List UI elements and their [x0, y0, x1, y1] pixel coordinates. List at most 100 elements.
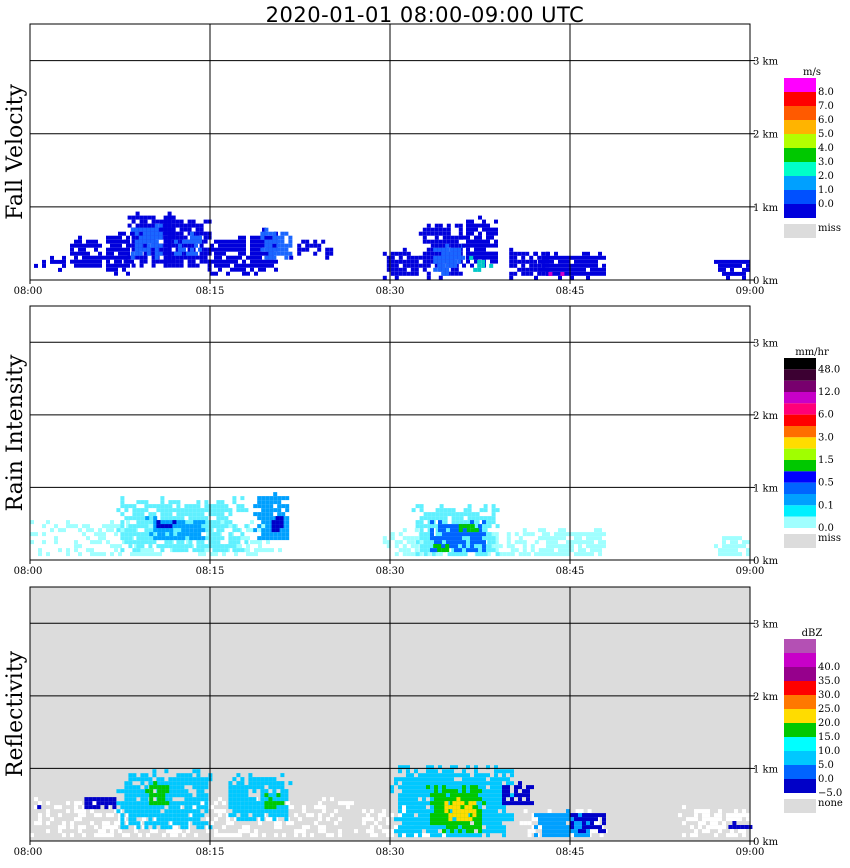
- data-cell: [136, 789, 141, 794]
- data-cell: [232, 793, 237, 798]
- data-cell: [490, 544, 495, 549]
- data-cell: [587, 809, 592, 814]
- data-cell: [146, 833, 150, 838]
- data-cell: [118, 817, 122, 822]
- data-cell: [542, 259, 546, 264]
- data-cell: [454, 239, 459, 244]
- data-cell: [262, 227, 266, 232]
- data-cell: [254, 829, 258, 834]
- data-cell: [176, 809, 181, 814]
- data-cell: [118, 247, 122, 252]
- data-cell: [96, 801, 101, 806]
- data-cell: [318, 801, 322, 806]
- data-cell: [481, 259, 486, 264]
- data-cell: [398, 255, 403, 260]
- data-cell: [426, 247, 431, 252]
- data-cell: [406, 829, 410, 834]
- data-cell: [98, 263, 102, 268]
- data-cell: [204, 809, 209, 814]
- data-cell: [438, 275, 443, 280]
- data-cell: [453, 251, 458, 256]
- data-cell: [254, 548, 258, 553]
- data-cell: [102, 524, 106, 529]
- data-cell: [418, 785, 422, 790]
- data-cell: [586, 540, 590, 545]
- data-cell: [122, 231, 126, 236]
- data-cell: [257, 512, 262, 517]
- x-tick-label: 09:00: [736, 566, 765, 577]
- data-cell: [470, 813, 474, 818]
- data-cell: [602, 813, 606, 818]
- data-cell: [448, 805, 453, 810]
- data-cell: [434, 809, 438, 814]
- data-cell: [206, 829, 210, 834]
- data-cell: [128, 773, 133, 778]
- data-cell: [252, 781, 257, 786]
- data-cell: [474, 789, 478, 794]
- data-cell: [187, 243, 192, 248]
- data-cell: [454, 793, 458, 798]
- data-cell: [269, 520, 274, 525]
- data-cell: [458, 829, 462, 834]
- data-cell: [197, 520, 202, 525]
- data-cell: [694, 813, 698, 818]
- data-cell: [279, 520, 284, 525]
- data-cell: [478, 223, 482, 228]
- data-cell: [474, 785, 478, 790]
- data-cell: [212, 508, 217, 513]
- data-cell: [418, 793, 422, 798]
- data-cell: [550, 255, 554, 260]
- data-cell: [514, 789, 518, 794]
- data-cell: [454, 267, 459, 272]
- data-cell: [196, 821, 201, 826]
- data-cell: [142, 235, 147, 240]
- data-cell: [422, 813, 426, 818]
- data-cell: [438, 528, 442, 533]
- data-cell: [78, 239, 82, 244]
- data-cell: [490, 259, 494, 264]
- data-cell: [126, 520, 130, 525]
- data-cell: [204, 801, 209, 806]
- data-cell: [462, 243, 466, 248]
- data-cell: [92, 805, 97, 810]
- data-cell: [456, 817, 461, 822]
- data-cell: [602, 267, 606, 272]
- data-cell: [124, 532, 129, 537]
- data-cell: [529, 255, 534, 260]
- data-cell: [94, 552, 98, 557]
- data-cell: [502, 777, 506, 782]
- data-cell: [506, 813, 510, 818]
- data-cell: [474, 239, 478, 244]
- data-cell: [398, 532, 403, 537]
- data-cell: [124, 508, 129, 513]
- data-cell: [139, 223, 144, 228]
- data-cell: [280, 243, 285, 248]
- data-cell: [258, 235, 262, 240]
- data-cell: [506, 817, 510, 822]
- data-cell: [468, 817, 473, 822]
- data-cell: [558, 259, 562, 264]
- data-cell: [86, 259, 90, 264]
- data-cell: [253, 512, 258, 517]
- data-cell: [196, 825, 201, 830]
- data-cell: [438, 231, 443, 236]
- data-cell: [433, 255, 438, 260]
- data-cell: [272, 781, 277, 786]
- data-cell: [86, 255, 90, 260]
- data-cell: [200, 544, 205, 549]
- colorbar-swatch: [784, 380, 816, 392]
- data-cell: [454, 540, 458, 545]
- data-cell: [450, 781, 454, 786]
- data-cell: [194, 251, 198, 256]
- data-cell: [426, 789, 430, 794]
- data-cell: [586, 813, 590, 818]
- data-cell: [541, 251, 546, 256]
- data-cell: [114, 548, 118, 553]
- data-cell: [438, 552, 443, 557]
- data-cell: [164, 793, 169, 798]
- data-cell: [164, 532, 169, 537]
- data-cell: [394, 259, 399, 264]
- data-cell: [438, 789, 442, 794]
- data-cell: [546, 251, 550, 256]
- data-cell: [143, 243, 148, 248]
